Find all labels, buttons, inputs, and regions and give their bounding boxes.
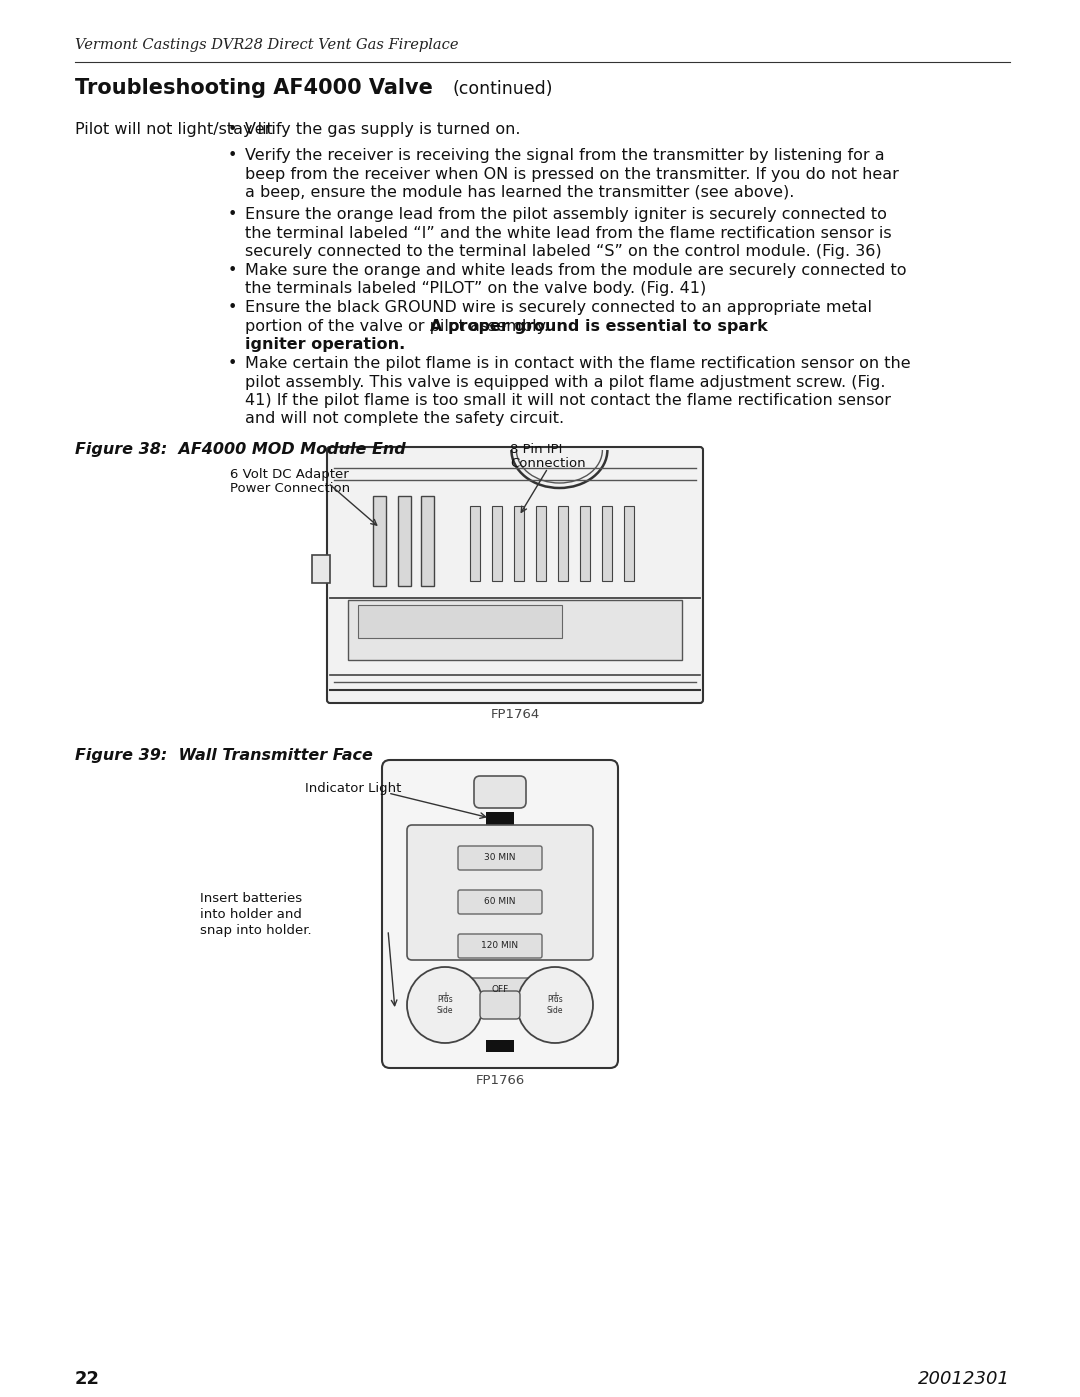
Text: Make sure the orange and white leads from the module are securely connected to: Make sure the orange and white leads fro… xyxy=(245,263,906,278)
Text: Plus
Side: Plus Side xyxy=(436,995,454,1014)
Text: Plus
Side: Plus Side xyxy=(546,995,564,1014)
Bar xyxy=(470,506,480,581)
Text: OFF: OFF xyxy=(491,985,509,995)
Text: Ensure the black GROUND wire is securely connected to an appropriate metal: Ensure the black GROUND wire is securely… xyxy=(245,300,872,314)
Text: Power Connection: Power Connection xyxy=(230,482,350,495)
FancyBboxPatch shape xyxy=(458,978,542,1002)
Text: •: • xyxy=(228,207,238,222)
Text: snap into holder.: snap into holder. xyxy=(200,923,312,937)
Text: Figure 38:  AF4000 MOD Module End: Figure 38: AF4000 MOD Module End xyxy=(75,441,406,457)
Text: •: • xyxy=(228,122,238,137)
Text: Ensure the orange lead from the pilot assembly igniter is securely connected to: Ensure the orange lead from the pilot as… xyxy=(245,207,887,222)
Text: Verify the gas supply is turned on.: Verify the gas supply is turned on. xyxy=(245,122,521,137)
Text: 8 Pin IPI: 8 Pin IPI xyxy=(510,443,563,455)
FancyBboxPatch shape xyxy=(474,775,526,807)
Bar xyxy=(492,506,502,581)
FancyBboxPatch shape xyxy=(458,847,542,870)
Text: pilot assembly. This valve is equipped with a pilot flame adjustment screw. (Fig: pilot assembly. This valve is equipped w… xyxy=(245,374,886,390)
Text: the terminals labeled “PILOT” on the valve body. (Fig. 41): the terminals labeled “PILOT” on the val… xyxy=(245,282,706,296)
Text: and will not complete the safety circuit.: and will not complete the safety circuit… xyxy=(245,412,564,426)
Text: FP1764: FP1764 xyxy=(490,708,540,721)
Text: Insert batteries: Insert batteries xyxy=(200,893,302,905)
Bar xyxy=(312,555,330,583)
Text: Indicator Light: Indicator Light xyxy=(305,782,402,795)
Bar xyxy=(558,506,568,581)
Text: 60 MIN: 60 MIN xyxy=(484,897,516,907)
Bar xyxy=(624,506,634,581)
FancyBboxPatch shape xyxy=(480,990,519,1018)
Text: Make certain the pilot flame is in contact with the flame rectification sensor o: Make certain the pilot flame is in conta… xyxy=(245,356,910,372)
Text: •: • xyxy=(228,263,238,278)
Text: 6 Volt DC Adapter: 6 Volt DC Adapter xyxy=(230,468,349,481)
Text: into holder and: into holder and xyxy=(200,908,302,921)
Bar xyxy=(421,496,434,585)
Bar xyxy=(580,506,590,581)
Text: Verify the receiver is receiving the signal from the transmitter by listening fo: Verify the receiver is receiving the sig… xyxy=(245,148,885,163)
Text: (continued): (continued) xyxy=(453,80,554,98)
Text: 120 MIN: 120 MIN xyxy=(482,942,518,950)
Text: igniter operation.: igniter operation. xyxy=(245,337,405,352)
Bar xyxy=(486,812,514,826)
Text: a beep, ensure the module has learned the transmitter (see above).: a beep, ensure the module has learned th… xyxy=(245,184,795,200)
Text: •: • xyxy=(228,148,238,163)
Bar xyxy=(399,496,411,585)
Text: Figure 39:  Wall Transmitter Face: Figure 39: Wall Transmitter Face xyxy=(75,747,373,763)
FancyBboxPatch shape xyxy=(458,935,542,958)
Text: beep from the receiver when ON is pressed on the transmitter. If you do not hear: beep from the receiver when ON is presse… xyxy=(245,166,899,182)
Text: •: • xyxy=(228,300,238,314)
Text: +: + xyxy=(551,990,559,1002)
Text: 41) If the pilot flame is too small it will not contact the flame rectification : 41) If the pilot flame is too small it w… xyxy=(245,393,891,408)
Bar xyxy=(486,1039,514,1052)
Text: the terminal labeled “I” and the white lead from the flame rectification sensor : the terminal labeled “I” and the white l… xyxy=(245,225,892,240)
Text: •: • xyxy=(228,356,238,372)
Bar xyxy=(514,506,524,581)
Bar xyxy=(536,506,546,581)
Text: +: + xyxy=(441,990,449,1002)
Text: FP1766: FP1766 xyxy=(475,1074,525,1087)
FancyBboxPatch shape xyxy=(407,826,593,960)
Circle shape xyxy=(407,967,483,1044)
Text: portion of the valve or pilot assembly.: portion of the valve or pilot assembly. xyxy=(245,319,554,334)
Text: Troubleshooting AF4000 Valve: Troubleshooting AF4000 Valve xyxy=(75,78,433,98)
FancyBboxPatch shape xyxy=(458,890,542,914)
Text: 20012301: 20012301 xyxy=(918,1370,1010,1389)
Text: Connection: Connection xyxy=(510,457,585,469)
Text: 30 MIN: 30 MIN xyxy=(484,854,516,862)
Text: Vermont Castings DVR28 Direct Vent Gas Fireplace: Vermont Castings DVR28 Direct Vent Gas F… xyxy=(75,38,459,52)
Bar xyxy=(602,506,612,581)
Circle shape xyxy=(517,967,593,1044)
Text: Pilot will not light/stay lit: Pilot will not light/stay lit xyxy=(75,122,273,137)
Text: 22: 22 xyxy=(75,1370,100,1389)
FancyBboxPatch shape xyxy=(327,447,703,703)
Bar xyxy=(348,599,681,659)
Bar xyxy=(357,605,562,638)
Bar xyxy=(373,496,386,585)
Text: securely connected to the terminal labeled “S” on the control module. (Fig. 36): securely connected to the terminal label… xyxy=(245,244,881,258)
FancyBboxPatch shape xyxy=(382,760,618,1067)
Text: A proper ground is essential to spark: A proper ground is essential to spark xyxy=(430,319,768,334)
